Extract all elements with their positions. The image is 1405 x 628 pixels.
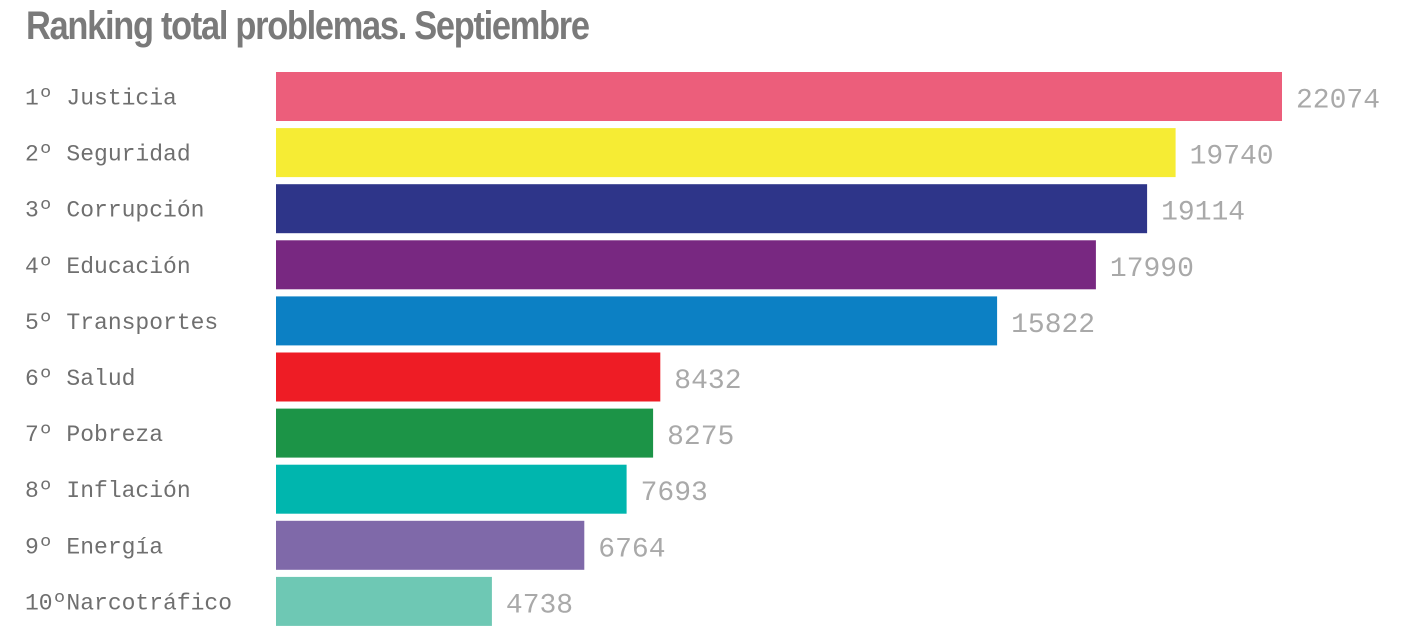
category-label-10: 10ºNarcotráfico: [25, 590, 232, 616]
value-label-9: 6764: [598, 534, 665, 565]
bar-10: [276, 576, 492, 626]
bar-8: [276, 464, 627, 514]
value-label-7: 8275: [667, 422, 734, 453]
value-label-5: 15822: [1011, 310, 1095, 341]
category-label-4: 4º Educación: [25, 254, 191, 280]
category-label-6: 6º Salud: [25, 366, 135, 392]
category-label-1: 1º Justicia: [25, 86, 177, 112]
bar-3: [276, 184, 1148, 234]
category-label-2: 2º Seguridad: [25, 142, 191, 168]
bar-1: [276, 72, 1282, 121]
category-label-7: 7º Pobreza: [25, 422, 163, 448]
category-label-8: 8º Inflación: [25, 478, 191, 504]
category-label-3: 3º Corrupción: [25, 198, 204, 224]
value-label-3: 19114: [1161, 198, 1245, 229]
bar-7: [276, 408, 654, 458]
chart-title: Ranking total problemas. Septiembre: [26, 4, 590, 48]
bars-layer: 1º Justicia 22074 2º Seguridad 19740 3º Corr…: [25, 72, 1380, 626]
bar-5: [276, 296, 998, 346]
value-label-4: 17990: [1110, 254, 1194, 285]
category-label-9: 9º Energía: [25, 534, 163, 560]
bar-2: [276, 128, 1176, 178]
value-label-6: 8432: [674, 366, 741, 397]
category-label-5: 5º Transportes: [25, 310, 218, 336]
bar-6: [276, 352, 661, 402]
value-label-8: 7693: [641, 478, 708, 509]
bar-9: [276, 520, 585, 570]
value-label-2: 19740: [1190, 142, 1274, 173]
value-label-10: 4738: [506, 590, 573, 621]
bar-4: [276, 240, 1096, 290]
value-label-1: 22074: [1296, 86, 1380, 117]
